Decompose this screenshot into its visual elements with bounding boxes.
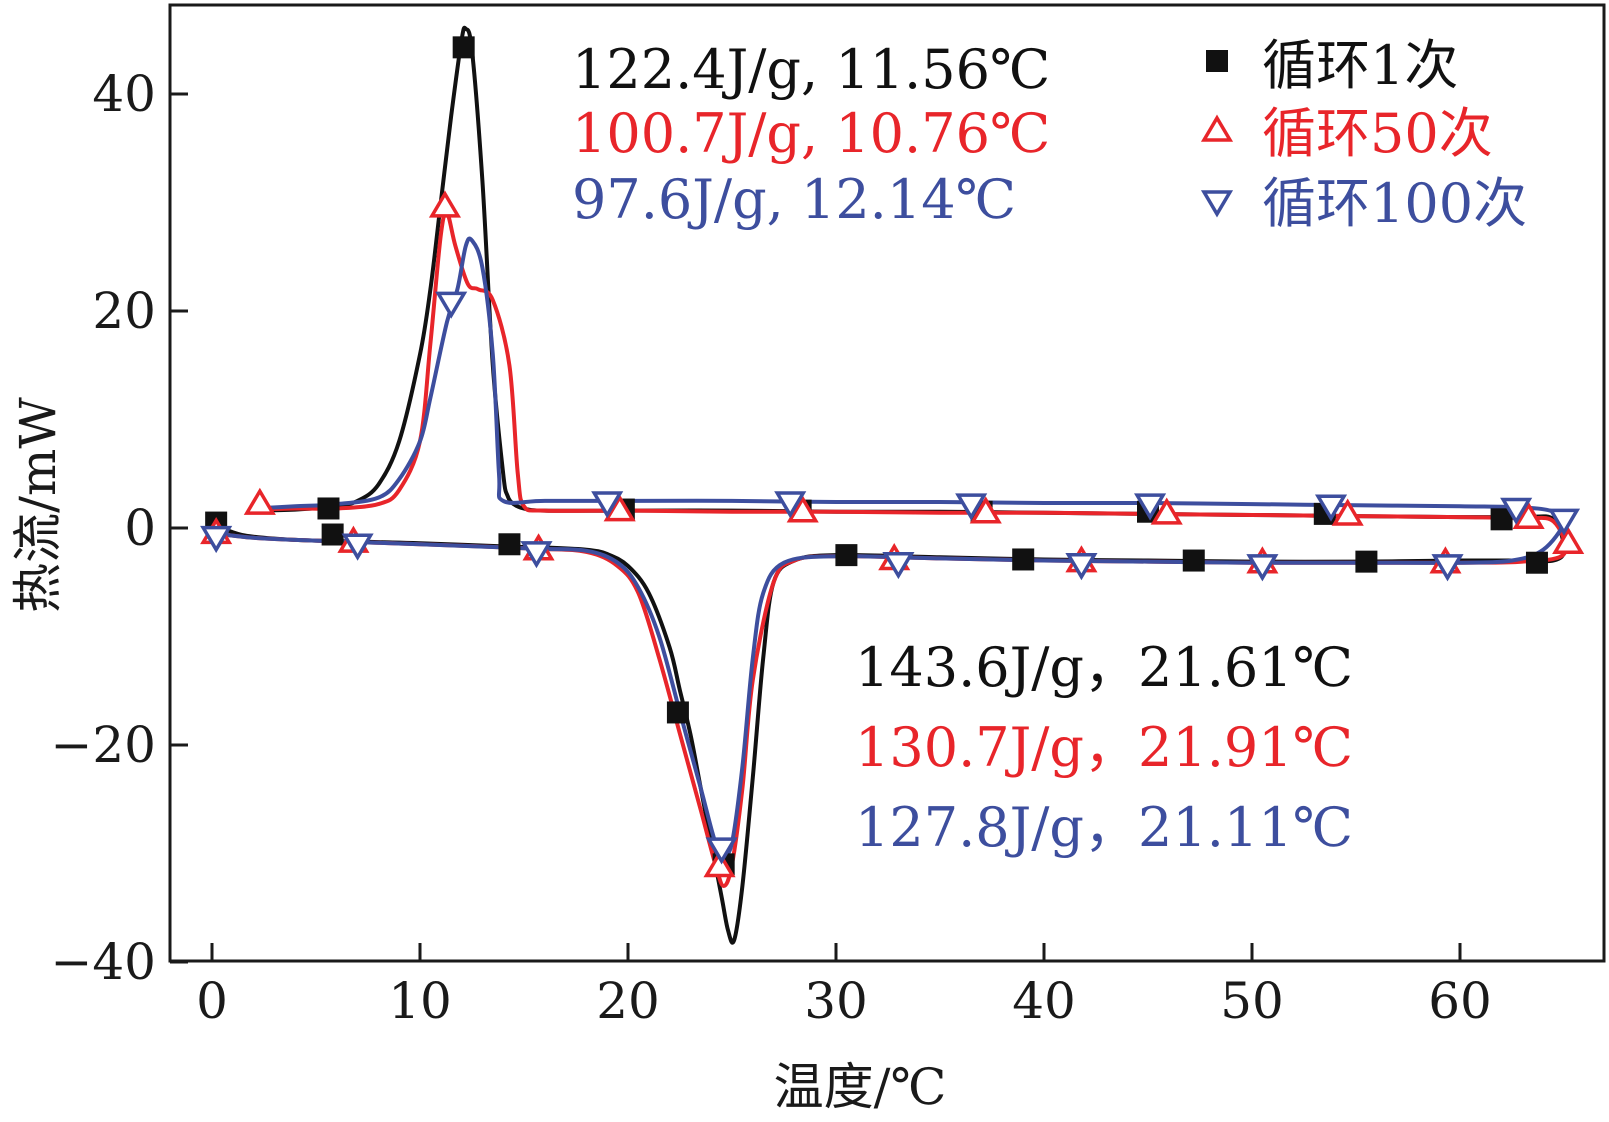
x-tick-label: 20	[596, 972, 660, 1030]
series-layer	[200, 25, 1585, 945]
data-point-square	[1012, 548, 1035, 571]
data-point-square	[666, 701, 689, 724]
x-tick-label: 50	[1220, 972, 1284, 1030]
data-point-triangle-down	[774, 491, 807, 519]
annotations-top: 122.4J/g, 11.56℃ 100.7J/g, 10.76℃ 97.6J/…	[572, 38, 1050, 231]
data-point-triangle-down	[1065, 553, 1098, 581]
y-tick-label: 40	[92, 65, 156, 123]
legend-label-cycle100: 循环100次	[1262, 172, 1527, 235]
data-point-triangle-down	[341, 533, 374, 561]
annotation-cycle1-heating: 122.4J/g, 11.56℃	[572, 38, 1050, 101]
data-point-triangle-up	[428, 190, 462, 218]
data-point-triangle-down	[435, 291, 468, 319]
data-point-square	[452, 36, 475, 59]
x-axis-title: 温度/℃	[774, 1058, 947, 1116]
legend-marker-square	[1206, 50, 1228, 72]
axis-ticks: 0 10 20 30 40 50 60 −40 −20 0 20 40	[50, 65, 1491, 1030]
data-point-square	[498, 533, 521, 556]
annotations-bottom: 143.6J/g，21.61℃ 130.7J/g，21.91℃ 127.8J/g…	[855, 636, 1353, 859]
series-line-triangle-up	[211, 210, 1568, 888]
data-point-triangle-down	[705, 837, 738, 865]
legend-label-cycle1: 循环1次	[1262, 34, 1458, 97]
data-point-triangle-down	[1246, 554, 1279, 582]
annotation-cycle1-cooling: 143.6J/g，21.61℃	[855, 636, 1353, 699]
data-point-square	[1355, 550, 1378, 573]
data-point-triangle-down	[1547, 508, 1581, 536]
data-point-square	[1525, 551, 1548, 574]
x-tick-label: 0	[196, 972, 228, 1030]
data-point-triangle-up	[969, 496, 1002, 524]
annotation-cycle100-heating: 97.6J/g, 12.14℃	[572, 168, 1016, 231]
data-point-triangle-down	[882, 551, 915, 580]
y-tick-label: −40	[50, 933, 156, 991]
y-tick-label: 20	[92, 282, 156, 340]
y-tick-label: −20	[50, 716, 156, 774]
data-point-square	[321, 523, 344, 546]
data-point-triangle-up	[786, 495, 819, 523]
series-line-triangle-down	[211, 236, 1567, 856]
data-point-triangle-down	[591, 491, 624, 519]
data-point-triangle-up	[703, 850, 736, 878]
y-axis-title: 热流/mW	[9, 397, 67, 613]
y-tick-label: 0	[124, 499, 156, 557]
legend-label-cycle50: 循环50次	[1262, 102, 1493, 165]
data-point-triangle-up	[243, 487, 276, 515]
x-tick-label: 40	[1012, 972, 1076, 1030]
data-point-triangle-up	[1150, 497, 1183, 525]
legend: 循环1次 循环50次 循环100次	[1200, 34, 1527, 235]
annotation-cycle100-cooling: 127.8J/g，21.11℃	[855, 796, 1353, 859]
data-point-square	[317, 497, 340, 520]
data-point-triangle-down	[1431, 554, 1464, 582]
legend-marker-triangle-down	[1200, 190, 1234, 218]
legend-marker-triangle-up	[1200, 114, 1234, 142]
annotation-cycle50-cooling: 130.7J/g，21.91℃	[855, 716, 1353, 779]
plot-frame	[168, 3, 1606, 963]
data-point-triangle-up	[1512, 501, 1545, 529]
data-point-square	[1490, 508, 1513, 531]
x-tick-label: 60	[1428, 972, 1492, 1030]
data-point-triangle-down	[955, 493, 988, 521]
data-point-triangle-down	[200, 525, 233, 554]
data-point-triangle-up	[1331, 498, 1364, 526]
data-point-triangle-up	[1552, 526, 1585, 554]
annotation-cycle50-heating: 100.7J/g, 10.76℃	[572, 102, 1050, 165]
data-point-triangle-up	[603, 494, 636, 522]
x-tick-label: 10	[388, 972, 452, 1030]
data-point-triangle-down	[1500, 497, 1533, 525]
x-tick-label: 30	[804, 972, 868, 1030]
data-point-square	[835, 544, 858, 567]
data-point-square	[1182, 549, 1205, 572]
data-point-triangle-down	[1314, 494, 1348, 522]
data-point-triangle-down	[1134, 493, 1167, 521]
data-point-triangle-down	[520, 541, 553, 569]
